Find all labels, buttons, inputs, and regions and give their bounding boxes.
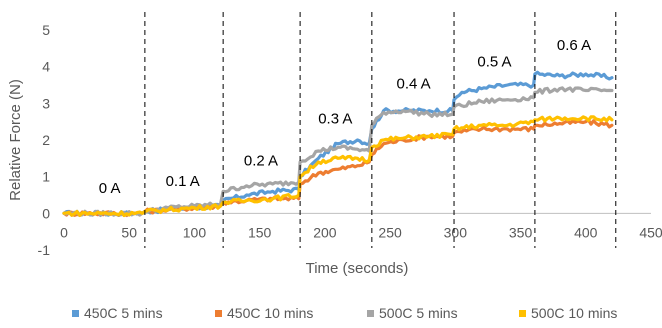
current-label: 0.4 A [396,76,430,93]
x-tick-label: 400 [574,224,598,240]
x-tick-label: 100 [183,224,207,240]
legend-label: 450C 10 mins [227,305,313,321]
legend-swatch [367,310,374,317]
current-annotations: 0 A 0.1 A 0.2 A 0.3 A 0.4 A 0.5 A 0.6 A [99,37,591,197]
y-tick-label: 0 [42,205,50,221]
x-axis-ticks: 0 50 100 150 200 250 300 350 400 450 [60,224,662,240]
y-tick-label: 2 [42,132,50,148]
current-label: 0 A [99,180,121,197]
legend-label: 500C 5 mins [379,305,458,321]
x-axis-title: Time (seconds) [306,260,409,277]
current-label: 0.1 A [166,173,200,190]
legend-swatch [519,310,526,317]
x-tick-label: 0 [60,224,68,240]
y-axis-ticks: -1 0 1 2 3 4 5 [38,22,51,258]
y-tick-label: 5 [42,22,50,38]
current-label: 0.2 A [244,153,278,170]
x-tick-label: 350 [509,224,533,240]
legend-label: 500C 10 mins [531,305,617,321]
series-line [62,118,614,218]
legend-label: 450C 5 mins [84,305,163,321]
x-tick-label: 200 [313,224,337,240]
series-line [62,115,614,218]
y-tick-label: -1 [38,242,51,258]
current-label: 0.6 A [557,37,591,54]
y-tick-label: 4 [42,59,50,75]
x-tick-label: 300 [444,224,468,240]
x-tick-label: 250 [378,224,402,240]
y-axis-title: Relative Force (N) [7,79,24,201]
y-tick-label: 3 [42,95,50,111]
x-tick-label: 50 [121,224,137,240]
series-line [62,86,614,217]
x-tick-label: 150 [248,224,272,240]
series-layer [62,70,614,218]
x-tick-label: 450 [639,224,662,240]
series-line [62,70,614,217]
legend-swatch [72,310,79,317]
y-tick-label: 1 [42,169,50,185]
current-label: 0.5 A [477,54,511,71]
phase-boundaries [144,12,617,248]
legend-swatch [215,310,222,317]
legend: 450C 5 mins 450C 10 mins 500C 5 mins 500C 1… [72,305,617,321]
current-label: 0.3 A [318,111,352,128]
